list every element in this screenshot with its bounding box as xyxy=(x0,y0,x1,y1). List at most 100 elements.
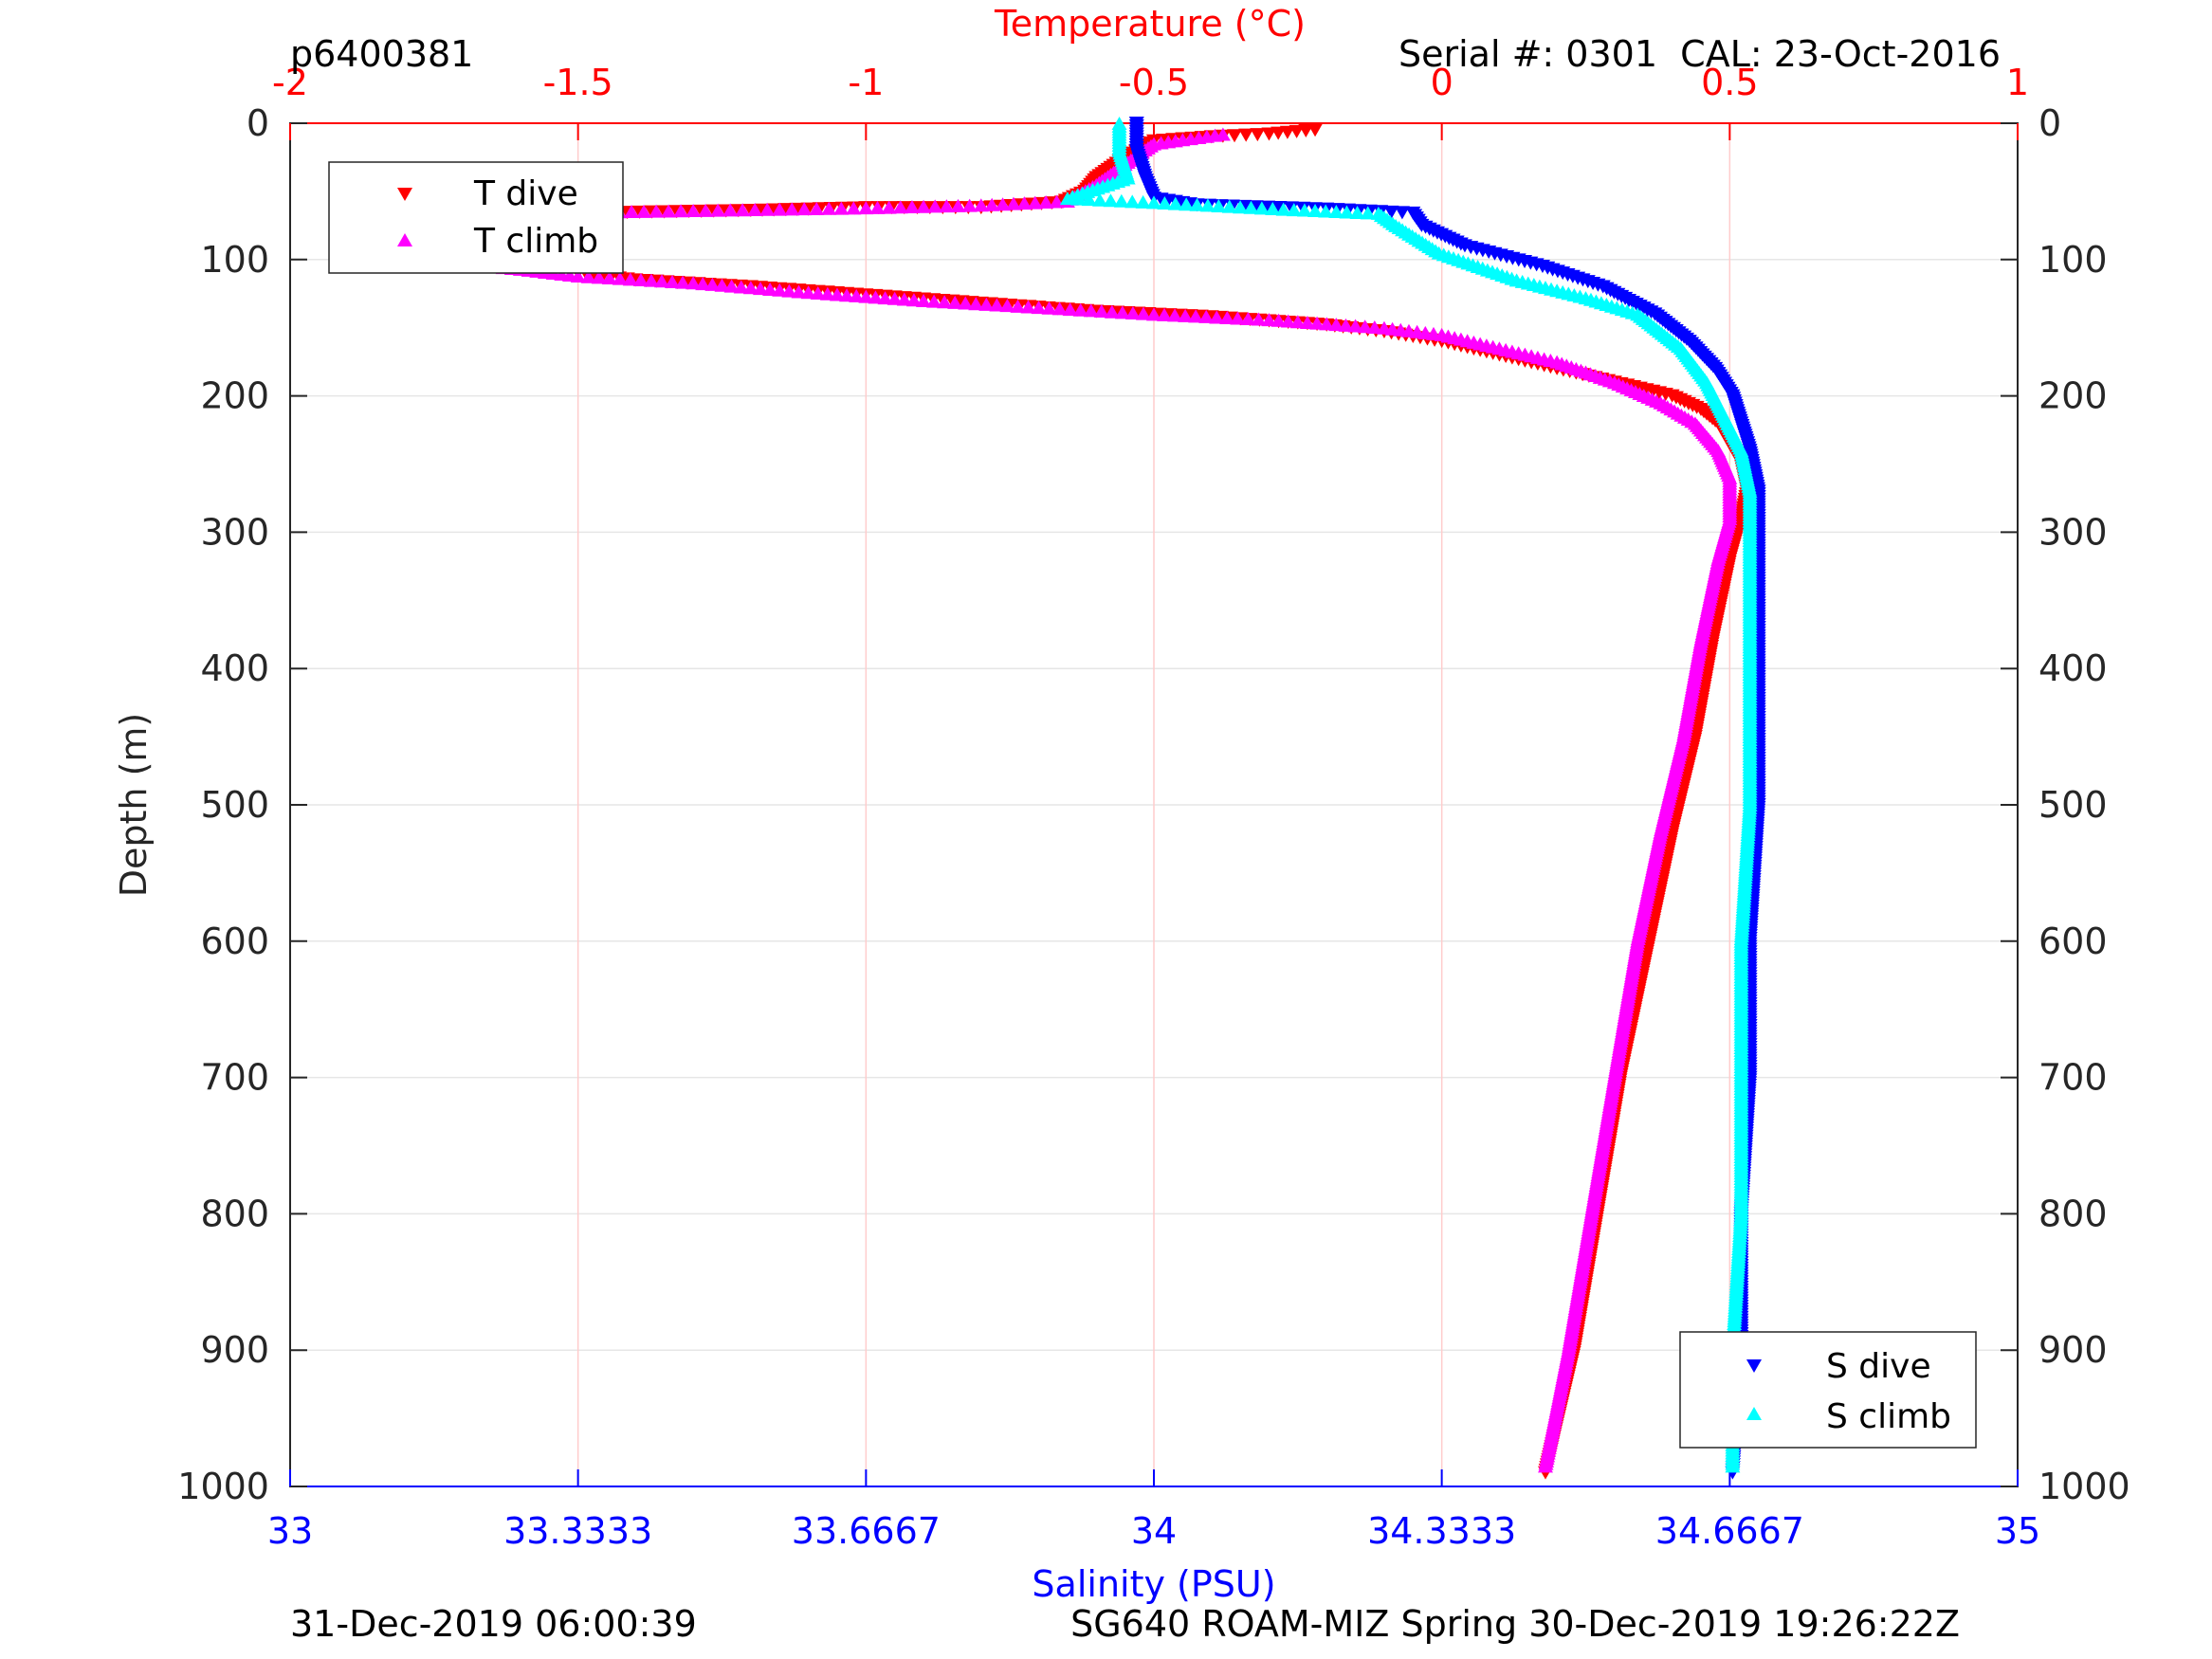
data-point-marker xyxy=(958,296,974,310)
depth-tick-label-right: 500 xyxy=(2038,784,2108,826)
depth-tick-label-left: 200 xyxy=(200,375,269,417)
data-point-marker xyxy=(1188,309,1204,323)
data-point-marker xyxy=(1230,311,1246,325)
depth-tick-label-right: 300 xyxy=(2038,511,2108,553)
salinity-tick-label: 34 xyxy=(1131,1510,1177,1552)
s-climb-legend-label: S climb xyxy=(1826,1397,1951,1436)
data-point-marker xyxy=(1041,301,1057,315)
footer-caption: SG640 ROAM-MIZ Spring 30-Dec-2019 19:26:… xyxy=(1070,1603,1960,1645)
data-point-marker xyxy=(1299,315,1315,329)
data-point-marker xyxy=(1146,195,1161,210)
depth-tick-label-right: 800 xyxy=(2038,1193,2108,1234)
data-point-marker xyxy=(665,274,681,288)
s-dive-legend-marker xyxy=(1746,1359,1762,1373)
data-point-marker xyxy=(591,270,607,284)
data-point-marker xyxy=(984,197,1000,211)
data-point-marker xyxy=(1261,313,1277,327)
data-point-marker xyxy=(1157,307,1173,321)
data-point-marker xyxy=(632,272,649,286)
data-point-marker xyxy=(1275,202,1291,216)
data-point-marker xyxy=(1031,301,1047,315)
salinity-tick-label: 34.6667 xyxy=(1655,1510,1804,1552)
data-point-marker xyxy=(809,201,825,215)
data-point-marker xyxy=(1070,191,1087,206)
data-point-marker xyxy=(989,298,1005,312)
data-point-marker xyxy=(759,202,776,216)
data-point-marker xyxy=(858,289,874,303)
data-point-marker xyxy=(1347,319,1363,333)
depth-tick-label-left: 700 xyxy=(200,1057,269,1099)
data-point-marker xyxy=(733,280,749,294)
data-point-marker xyxy=(904,200,920,214)
series-t-climb xyxy=(397,127,1738,1473)
data-point-marker xyxy=(939,199,955,213)
temperature-legend-box xyxy=(328,161,624,274)
salinity-tick-label: 34.3333 xyxy=(1367,1510,1516,1552)
depth-tick-label-left: 900 xyxy=(200,1329,269,1371)
data-point-marker xyxy=(1240,312,1256,326)
data-point-marker xyxy=(1020,300,1036,314)
data-point-marker xyxy=(1537,1459,1553,1473)
data-point-marker xyxy=(1394,206,1410,220)
data-point-marker xyxy=(1338,318,1354,332)
depth-tick-label-right: 900 xyxy=(2038,1329,2108,1371)
data-point-marker xyxy=(950,198,966,212)
data-point-marker xyxy=(1360,206,1376,220)
data-point-marker xyxy=(1178,308,1194,322)
data-point-marker xyxy=(1114,305,1130,319)
data-point-marker xyxy=(791,284,807,299)
data-point-marker xyxy=(1146,307,1161,321)
data-point-marker xyxy=(1167,308,1183,322)
data-point-marker xyxy=(686,276,702,290)
data-point-marker xyxy=(1233,200,1249,214)
data-point-marker xyxy=(1366,319,1382,334)
depth-tick-label-left: 600 xyxy=(200,921,269,962)
salinity-legend: S dive S climb xyxy=(1679,1331,1977,1449)
depth-tick-label-right: 100 xyxy=(2038,239,2108,281)
salinity-tick-label: 33.3333 xyxy=(503,1510,652,1552)
data-point-marker xyxy=(1271,313,1287,327)
data-point-marker xyxy=(1309,316,1325,330)
depth-tick-label-left: 1000 xyxy=(177,1466,269,1507)
data-point-marker xyxy=(695,277,711,291)
data-point-marker xyxy=(1104,304,1120,319)
data-point-marker xyxy=(1318,204,1334,218)
salinity-tick-label: 33 xyxy=(267,1510,313,1552)
data-point-marker xyxy=(961,198,978,212)
data-point-marker xyxy=(1349,205,1365,219)
data-point-marker xyxy=(1328,318,1344,332)
data-point-marker xyxy=(612,271,628,285)
data-point-marker xyxy=(784,202,800,216)
serial-cal-label: Serial #: 0301 CAL: 23-Oct-2016 xyxy=(1398,33,2001,75)
data-point-marker xyxy=(714,278,730,292)
salinity-legend-box xyxy=(1679,1331,1977,1449)
data-point-marker xyxy=(747,203,763,217)
data-point-marker xyxy=(819,286,835,301)
data-point-marker xyxy=(1286,203,1302,217)
data-point-marker xyxy=(1253,201,1270,215)
temperature-tick-label: -0.5 xyxy=(1119,62,1189,103)
data-point-marker xyxy=(846,201,862,215)
data-point-marker xyxy=(927,199,943,213)
data-point-marker xyxy=(624,205,640,219)
temperature-axis-title: Temperature (°C) xyxy=(994,3,1306,45)
data-point-marker xyxy=(1319,317,1335,331)
depth-tick-label-right: 400 xyxy=(2038,647,2108,689)
axis-ticks: 0 0 100 100 200 200 300 300 400 400 500 500 600 600 70… xyxy=(177,62,2130,1552)
data-point-marker xyxy=(1296,203,1312,217)
depth-tick-label-left: 800 xyxy=(200,1193,269,1234)
data-point-marker xyxy=(968,297,984,311)
data-point-marker xyxy=(839,288,855,302)
data-point-marker xyxy=(1167,196,1183,210)
data-point-marker xyxy=(1135,194,1151,209)
data-point-marker xyxy=(1157,196,1173,210)
data-point-marker xyxy=(973,198,989,212)
data-point-marker xyxy=(796,202,813,216)
data-point-marker xyxy=(1261,127,1277,141)
data-point-marker xyxy=(772,283,788,297)
depth-tick-label-right: 0 xyxy=(2038,102,2061,144)
t-dive-legend-marker xyxy=(397,188,412,201)
data-point-marker xyxy=(1199,198,1216,212)
data-point-marker xyxy=(673,204,689,218)
data-point-marker xyxy=(772,202,788,216)
